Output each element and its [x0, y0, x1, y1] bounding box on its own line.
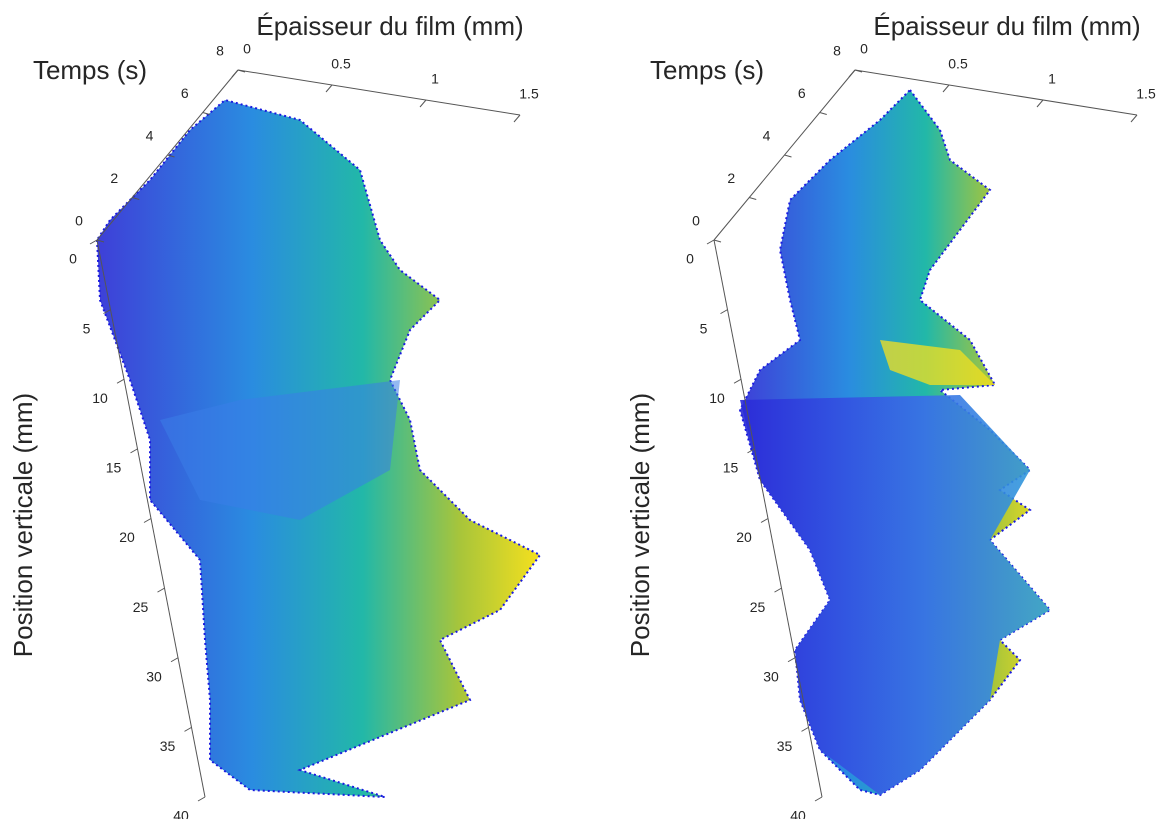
z-tick	[143, 518, 152, 523]
z-tick	[197, 796, 206, 802]
y-tick-label: 4	[146, 128, 154, 144]
x-tick	[231, 69, 239, 78]
z-tick-label: 40	[790, 808, 806, 819]
surface-left	[95, 98, 542, 798]
y-tick-label: 6	[798, 85, 806, 101]
x-tick	[325, 84, 333, 93]
z-tick-label: 15	[106, 460, 122, 476]
z-tick-label: 15	[723, 460, 739, 476]
y-tick	[784, 154, 792, 158]
z-tick	[814, 796, 823, 802]
x-tick-label: 0.5	[948, 56, 968, 72]
z-tick-label: 30	[146, 668, 162, 684]
x-tick-label: 1	[431, 71, 439, 87]
z-tick	[170, 657, 179, 663]
y-tick-label: 6	[181, 85, 189, 101]
y-tick	[819, 112, 827, 115]
z-tick	[116, 378, 125, 384]
z-tick	[733, 378, 742, 384]
y-axis-title: Temps (s)	[650, 55, 764, 85]
x-tick	[1036, 99, 1044, 108]
y-tick-label: 2	[110, 170, 118, 186]
z-tick-label: 40	[173, 808, 189, 819]
z-tick-label: 25	[133, 599, 149, 615]
z-axis-title: Position verticale (mm)	[625, 393, 655, 657]
x-tick	[1130, 114, 1138, 123]
z-tick-label: 10	[92, 390, 108, 406]
z-axis-title: Position verticale (mm)	[8, 393, 38, 657]
x-axis-title: Épaisseur du film (mm)	[873, 11, 1140, 41]
x-tick-label: 1.5	[1136, 86, 1156, 102]
z-tick-label: 10	[709, 390, 725, 406]
z-tick	[157, 587, 165, 593]
y-tick-label: 8	[833, 43, 841, 59]
x-tick-label: 0	[860, 41, 868, 57]
x-tick	[513, 114, 521, 123]
z-tick	[89, 239, 98, 245]
y-tick	[202, 112, 210, 115]
z-tick	[747, 448, 755, 454]
z-tick-label: 25	[750, 599, 766, 615]
x-tick	[419, 99, 427, 108]
y-tick	[132, 197, 140, 200]
y-tick-label: 2	[727, 170, 735, 186]
y-tick	[237, 69, 246, 73]
z-tick-label: 20	[119, 529, 135, 545]
x-axis-line	[854, 69, 1138, 116]
y-tick	[854, 69, 863, 73]
z-tick-label: 35	[777, 738, 793, 754]
z-tick	[760, 518, 769, 523]
z-tick	[720, 309, 728, 315]
x-tick	[942, 84, 950, 93]
z-tick-label: 30	[763, 668, 779, 684]
z-tick-label: 5	[700, 320, 708, 336]
x-tick-label: 0	[243, 41, 251, 57]
z-tick	[787, 657, 796, 663]
x-tick-label: 1	[1048, 71, 1056, 87]
x-axis-title: Épaisseur du film (mm)	[256, 11, 523, 41]
y-tick	[713, 239, 722, 243]
y-axis-title: Temps (s)	[33, 55, 147, 85]
z-tick	[103, 309, 111, 315]
z-tick	[706, 239, 715, 245]
z-tick-label: 5	[83, 320, 91, 336]
z-tick-label: 0	[686, 251, 694, 267]
axes: 0 0.5 1 1.5 0 2 4 6 8 0 5 10 15 20 25 30 35 40 Épaisseur d…	[625, 11, 1156, 819]
axes: 0 0.5 1 1.5 0 2 4 6 8 0 5 10 15 20 25 30 35 40 Épaisseur d…	[8, 11, 539, 819]
x-tick-label: 1.5	[519, 86, 539, 102]
z-tick-label: 20	[736, 529, 752, 545]
y-tick-label: 8	[216, 43, 224, 59]
x-tick-label: 0.5	[331, 56, 351, 72]
z-tick	[130, 448, 138, 454]
surface-right	[738, 88, 1052, 797]
z-tick-label: 35	[160, 738, 176, 754]
y-tick-label: 0	[692, 213, 700, 229]
y-tick	[96, 239, 105, 243]
z-tick	[774, 587, 782, 593]
y-tick	[167, 154, 175, 158]
z-tick	[801, 726, 809, 732]
x-axis-line	[237, 69, 521, 116]
x-tick	[848, 69, 856, 78]
z-tick	[184, 726, 192, 732]
y-tick-label: 0	[75, 213, 83, 229]
y-tick-label: 4	[763, 128, 771, 144]
y-tick	[749, 197, 757, 200]
z-tick-label: 0	[69, 251, 77, 267]
